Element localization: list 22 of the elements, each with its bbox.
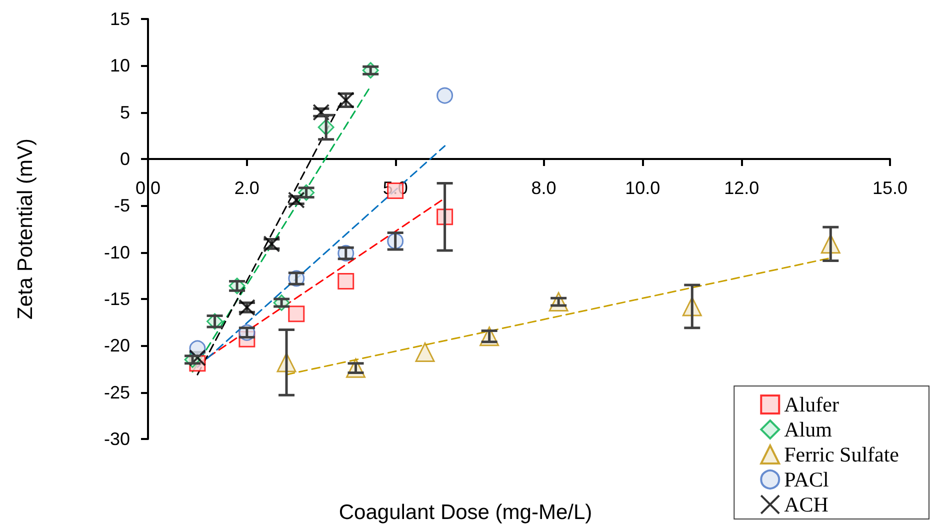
y-tick-label: 0 (120, 149, 130, 169)
x-axis-title: Coagulant Dose (mg-Me/L) (338, 501, 592, 524)
y-tick-label: -25 (104, 382, 130, 402)
x-tick-label: 15.0 (872, 178, 908, 198)
legend-label: Alufer (784, 392, 839, 416)
y-tick-label: 15 (110, 9, 130, 29)
x-tick-label: 12.0 (724, 178, 760, 198)
y-tick-label: 5 (120, 102, 130, 122)
legend-label: PACl (784, 468, 830, 492)
y-axis-title: Zeta Potential (mV) (14, 138, 37, 320)
x-tick-label: 10.0 (625, 178, 660, 198)
y-tick-label: -10 (104, 242, 130, 262)
y-tick-label: -15 (104, 289, 130, 309)
x-tick-label: 2.0 (234, 178, 260, 198)
y-tick-label: 10 (110, 56, 130, 76)
legend-label: Alum (784, 418, 832, 442)
y-tick-label: -30 (104, 429, 130, 449)
legend-label: ACH (784, 492, 828, 516)
y-tick-label: -5 (114, 196, 130, 216)
legend-label: Ferric Sulfate (784, 442, 899, 466)
y-tick-label: -20 (104, 336, 130, 356)
x-tick-label: 8.0 (531, 178, 556, 198)
